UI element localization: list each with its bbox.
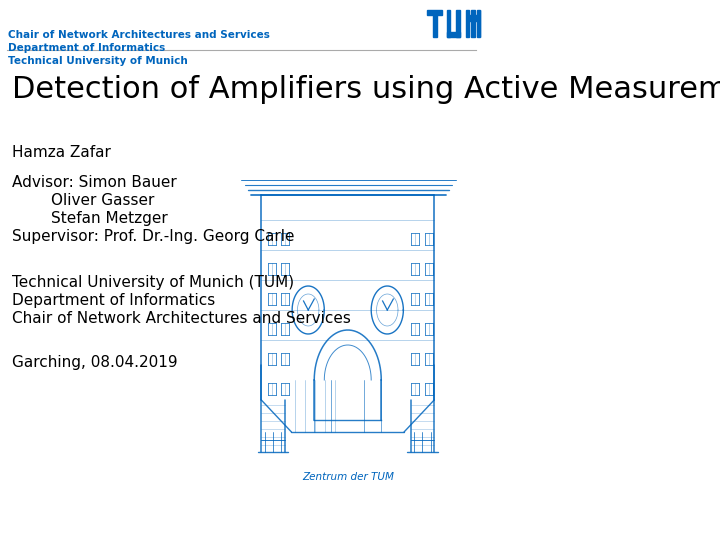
Text: Technical University of Munich (TUM): Technical University of Munich (TUM) bbox=[12, 275, 294, 290]
Bar bbox=[472, 10, 474, 37]
Bar bbox=[428, 10, 443, 15]
Bar bbox=[477, 15, 479, 21]
Text: Stefan Metzger: Stefan Metzger bbox=[12, 211, 168, 226]
Text: Chair of Network Architectures and Services: Chair of Network Architectures and Servi… bbox=[8, 30, 270, 40]
Bar bbox=[477, 10, 480, 37]
Text: Chair of Network Architectures and Services: Chair of Network Architectures and Servi… bbox=[12, 311, 351, 326]
Text: Advisor: Simon Bauer: Advisor: Simon Bauer bbox=[12, 175, 177, 190]
Text: Department of Informatics: Department of Informatics bbox=[8, 43, 166, 53]
Text: Garching, 08.04.2019: Garching, 08.04.2019 bbox=[12, 355, 178, 370]
Text: Detection of Amplifiers using Active Measurements: Detection of Amplifiers using Active Mea… bbox=[12, 75, 720, 104]
Bar bbox=[433, 15, 437, 37]
Bar bbox=[482, 10, 485, 37]
Bar bbox=[469, 15, 472, 21]
Bar bbox=[472, 15, 477, 21]
Bar bbox=[447, 10, 450, 37]
Text: Technical University of Munich: Technical University of Munich bbox=[8, 56, 188, 66]
Text: Department of Informatics: Department of Informatics bbox=[12, 293, 215, 308]
Bar bbox=[456, 10, 459, 37]
Text: Hamza Zafar: Hamza Zafar bbox=[12, 145, 111, 160]
Text: Supervisor: Prof. Dr.-Ing. Georg Carle: Supervisor: Prof. Dr.-Ing. Georg Carle bbox=[12, 229, 294, 244]
Bar bbox=[447, 32, 459, 37]
Text: Oliver Gasser: Oliver Gasser bbox=[12, 193, 154, 208]
Bar bbox=[466, 10, 469, 37]
Text: Zentrum der TUM: Zentrum der TUM bbox=[302, 472, 394, 482]
